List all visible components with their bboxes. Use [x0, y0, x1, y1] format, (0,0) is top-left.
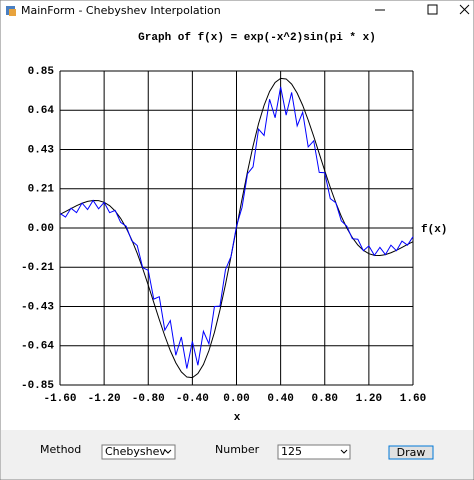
y-tick-label: -0.85: [21, 380, 54, 392]
method-combo[interactable]: Chebyshev: [101, 444, 176, 460]
y-tick-label: 0.64: [28, 105, 55, 117]
y-tick-label: -0.43: [21, 301, 54, 313]
plot: 0.85 0.64 0.43 0.21 0.00 -0.21 -0.43 -0.64 -0.85…: [21, 66, 426, 405]
x-tick-label: 0.80: [312, 393, 338, 405]
x-axis-label: x: [234, 412, 241, 424]
series-line: [59, 86, 414, 369]
y-tick-label: -0.64: [21, 341, 54, 353]
y-tick-label: 0.00: [28, 223, 54, 235]
app-icon: [9, 9, 16, 16]
window-title: MainForm - Chebyshev Interpolation: [21, 4, 221, 17]
draw-button-label[interactable]: Draw: [397, 446, 426, 459]
y-axis-label: f(x): [421, 224, 447, 236]
x-tick-label: -0.80: [132, 393, 165, 405]
method-value[interactable]: Chebyshev: [105, 445, 166, 458]
y-tick-label: 0.85: [28, 66, 55, 78]
draw-button[interactable]: Draw: [388, 445, 434, 460]
x-tick-label: -1.20: [88, 393, 121, 405]
number-combo[interactable]: 125: [277, 444, 351, 460]
method-label: Method: [40, 443, 81, 456]
number-value[interactable]: 125: [281, 445, 302, 458]
x-tick-label: 0.00: [223, 393, 249, 405]
y-tick-label: 0.21: [28, 184, 55, 196]
chart-title: Graph of f(x) = exp(-x^2)sin(pi * x): [138, 32, 376, 44]
number-label: Number: [215, 443, 260, 456]
close-button[interactable]: [459, 4, 470, 15]
x-tick-label: 1.20: [356, 393, 382, 405]
y-tick-label: 0.43: [28, 144, 55, 156]
x-tick-label: 1.60: [400, 393, 426, 405]
x-tick-label: -0.40: [176, 393, 209, 405]
x-tick-label: -1.60: [43, 393, 76, 405]
x-tick-label: 0.40: [267, 393, 293, 405]
title-bar: [1, 1, 473, 29]
maximize-button[interactable]: [427, 4, 438, 15]
y-tick-label: -0.21: [21, 262, 54, 274]
